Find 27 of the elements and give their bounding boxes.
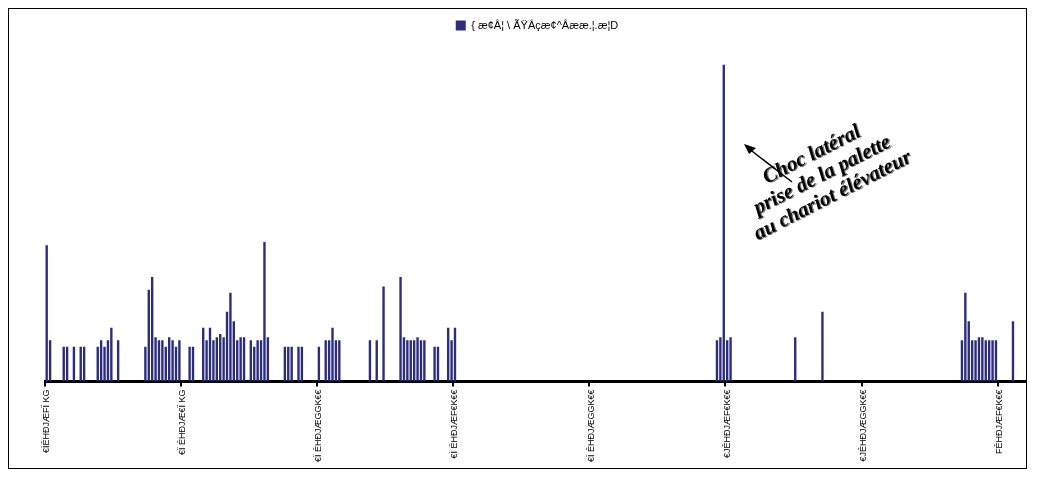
bar [229,292,232,382]
bar [821,311,824,382]
x-tick-label: FÊHÐJÆF€K€€ [993,389,1004,455]
legend-label: { æ¢Â¦ \ ÃŸÂçæ¢^Âææ.¦.æ¦D [471,18,619,31]
x-tick-label: €JÊHÐJÆF€K€€ [721,389,732,459]
bar [399,276,402,382]
bar [297,346,300,382]
bar [110,327,113,382]
x-tick-label: €ÌÊHÐJÆFÏ KG [41,389,52,453]
bar [433,346,436,382]
bar [161,340,164,382]
bar [256,340,259,382]
x-tick-label: €Ï ÊHÐJÆGGK€€ [313,389,324,463]
bar [188,346,191,382]
bar [382,286,385,382]
bar [964,292,967,382]
x-tick-label: €JÊHÐJÆGGK€€ [857,389,868,462]
bar [416,337,419,382]
bar [263,242,266,382]
bar [178,340,181,382]
x-tick-label: €Ì ÊHÐJÆGGK€€ [585,389,596,463]
bar [974,340,977,382]
x-tick-label: €Ì ÊHÐJÆF€K€€ [449,389,460,459]
x-tick-label: €Ï ÊHÐJÆ€Ï KG [177,389,188,456]
bar [423,340,426,382]
bar [331,327,334,382]
bar [991,340,994,382]
